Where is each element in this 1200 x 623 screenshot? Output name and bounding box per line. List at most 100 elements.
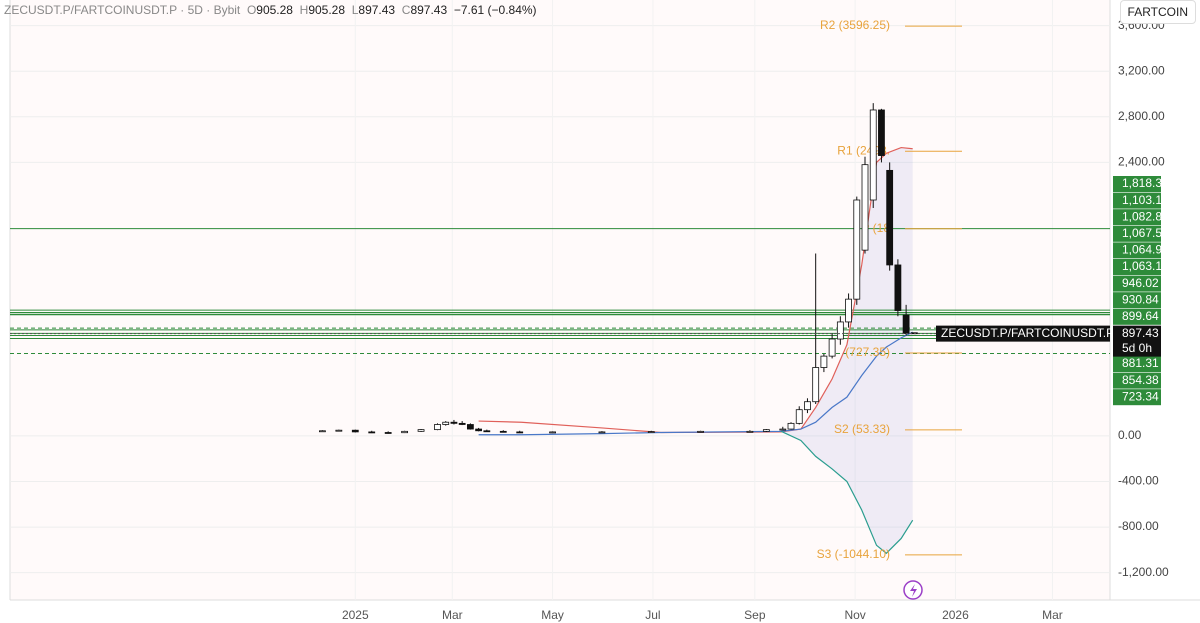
candle-body xyxy=(787,422,795,430)
candle-body xyxy=(516,431,524,434)
candle-body xyxy=(549,431,557,434)
candle-body xyxy=(458,422,466,425)
last-price-bg xyxy=(1113,325,1161,357)
candle-body xyxy=(450,421,458,424)
level-label-bg xyxy=(1113,242,1161,259)
level-label-bg xyxy=(1113,356,1161,372)
ohlc-key: H xyxy=(299,3,309,17)
level-label-bg xyxy=(1113,372,1161,389)
candle-body xyxy=(762,429,770,432)
x-tick-label: Mar xyxy=(1042,608,1063,622)
change: −7.61 xyxy=(453,3,485,17)
candle-body xyxy=(697,430,704,433)
level-label-bg xyxy=(1113,192,1161,209)
ohlc-value: 905.28 xyxy=(256,3,293,17)
y-tick-label: 0.00 xyxy=(1118,428,1142,442)
level-label: 1,064.97 xyxy=(1122,243,1169,257)
candle-body xyxy=(836,321,844,340)
x-tick-label: 2026 xyxy=(942,608,969,622)
x-tick-label: Jul xyxy=(645,608,660,622)
candle-body xyxy=(351,429,359,433)
pivot-label: R1 (2498. xyxy=(837,143,890,157)
candle-body xyxy=(335,429,343,432)
candle-body xyxy=(442,421,450,425)
level-label: 854.38 xyxy=(1122,373,1159,387)
level-label-bg xyxy=(1113,259,1161,275)
level-label: 899.64 xyxy=(1122,309,1159,323)
candle-body xyxy=(845,298,852,323)
y-tick-label: -800.00 xyxy=(1118,519,1159,533)
y-tick-label: 2,400.00 xyxy=(1118,155,1165,169)
candle-body xyxy=(368,431,376,434)
change-pct: (−0.84%) xyxy=(487,3,537,17)
level-label-bg xyxy=(1113,176,1161,192)
candle-body xyxy=(902,314,910,334)
candle-body xyxy=(894,264,902,311)
level-label: 1,082.89 xyxy=(1122,209,1169,223)
pivot-label: R2 (3596.25) xyxy=(820,18,890,32)
x-tick-label: May xyxy=(541,608,564,622)
candle-body xyxy=(853,199,861,300)
candle-body xyxy=(499,430,507,433)
candle-body xyxy=(820,355,828,368)
candle-body xyxy=(434,424,441,431)
ohlc-value: 905.28 xyxy=(308,3,346,17)
plot-bg xyxy=(10,0,1110,600)
level-label: 930.84 xyxy=(1122,292,1159,306)
ohlc-key: O xyxy=(246,3,257,17)
y-tick-label: 2,800.00 xyxy=(1118,109,1165,123)
candle-body xyxy=(475,428,483,432)
x-tick-label: 2025 xyxy=(342,608,369,622)
level-label: 1,067.59 xyxy=(1122,226,1169,240)
candle-body xyxy=(804,401,811,411)
candle-body xyxy=(812,367,820,403)
level-label-bg xyxy=(1113,292,1161,309)
candle-body xyxy=(466,424,474,430)
y-tick-label: -400.00 xyxy=(1118,474,1159,488)
pivot-label: (727.35) xyxy=(845,345,890,359)
level-label: 1,103.17 xyxy=(1122,193,1169,207)
level-label-bg xyxy=(1113,308,1161,325)
indicator-line xyxy=(780,430,914,555)
candle-body xyxy=(828,338,836,357)
candle-body xyxy=(401,430,409,434)
pivot-label: S3 (-1044.10) xyxy=(817,547,890,561)
candle-body xyxy=(746,430,754,433)
countdown: 5d 0h xyxy=(1122,341,1152,355)
x-tick-label: Mar xyxy=(442,608,463,622)
y-tick-label: -1,200.00 xyxy=(1118,565,1169,579)
ohlc-value: 897.43 xyxy=(358,3,396,17)
y-tick-label: 3,200.00 xyxy=(1118,63,1165,77)
candle-body xyxy=(319,430,326,433)
pivot-label: P (18 xyxy=(862,221,891,235)
last-price-symbol: ZECUSDT.P/FARTCOINUSDT.P xyxy=(941,326,1114,340)
level-label-bg xyxy=(1113,209,1161,226)
x-tick-label: Nov xyxy=(844,608,865,622)
symbol-button[interactable]: FARTCOIN xyxy=(1119,0,1196,24)
level-label: 723.34 xyxy=(1122,389,1159,403)
candle-body xyxy=(598,431,606,434)
ohlc-key: L xyxy=(351,3,359,17)
candle-body xyxy=(886,169,894,266)
level-label-bg xyxy=(1113,389,1161,406)
level-label-bg xyxy=(1113,275,1161,292)
candle-body xyxy=(878,109,885,156)
candle-body xyxy=(869,109,877,201)
ohlc-value: 897.43 xyxy=(410,3,448,17)
candle-body xyxy=(483,430,491,433)
candle-body xyxy=(384,432,392,434)
symbol: ZECUSDT.P/FARTCOINUSDT.P · 5D · Bybit xyxy=(4,3,241,17)
ohlc-key: C xyxy=(401,3,411,17)
pivot-label: S2 (53.33) xyxy=(834,422,890,436)
x-tick-label: Sep xyxy=(744,608,766,622)
indicator-line xyxy=(478,331,913,436)
level-label: 1,063.12 xyxy=(1122,259,1169,273)
last-price-symbol-bg xyxy=(936,325,1110,342)
band-fill xyxy=(781,147,913,554)
candle-body xyxy=(647,431,655,433)
alert-bolt xyxy=(910,584,917,597)
candle-body xyxy=(795,409,803,424)
candle-body xyxy=(779,428,787,431)
